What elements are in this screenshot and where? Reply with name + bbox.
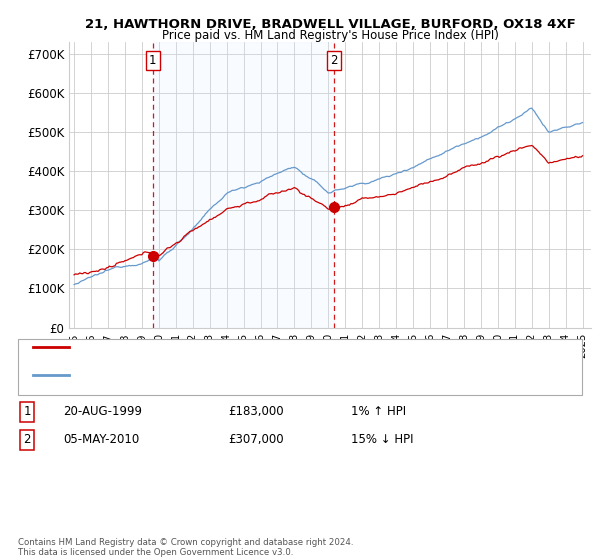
Text: 2: 2 xyxy=(23,433,31,446)
Text: £183,000: £183,000 xyxy=(228,405,284,418)
Text: 1% ↑ HPI: 1% ↑ HPI xyxy=(351,405,406,418)
Bar xyxy=(153,42,334,328)
Text: 1: 1 xyxy=(23,405,31,418)
Text: HPI: Average price, detached house, West Oxfordshire: HPI: Average price, detached house, West… xyxy=(78,370,361,380)
Text: 2: 2 xyxy=(331,54,338,67)
Text: 20-AUG-1999: 20-AUG-1999 xyxy=(63,405,142,418)
Text: 21, HAWTHORN DRIVE, BRADWELL VILLAGE, BURFORD, OX18 4XF (detached house): 21, HAWTHORN DRIVE, BRADWELL VILLAGE, BU… xyxy=(78,342,515,352)
Text: 21, HAWTHORN DRIVE, BRADWELL VILLAGE, BURFORD, OX18 4XF: 21, HAWTHORN DRIVE, BRADWELL VILLAGE, BU… xyxy=(85,18,575,31)
Text: Price paid vs. HM Land Registry's House Price Index (HPI): Price paid vs. HM Land Registry's House … xyxy=(161,29,499,42)
Text: 15% ↓ HPI: 15% ↓ HPI xyxy=(351,433,413,446)
Text: 05-MAY-2010: 05-MAY-2010 xyxy=(63,433,139,446)
Text: £307,000: £307,000 xyxy=(228,433,284,446)
Text: 1: 1 xyxy=(149,54,157,67)
Text: Contains HM Land Registry data © Crown copyright and database right 2024.
This d: Contains HM Land Registry data © Crown c… xyxy=(18,538,353,557)
